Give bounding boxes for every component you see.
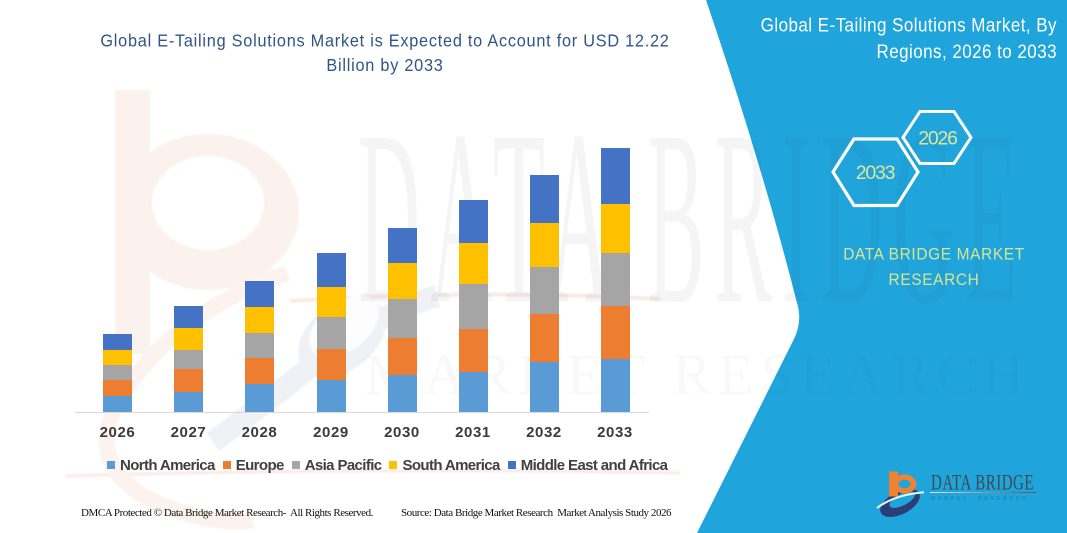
svg-text:2033: 2033 xyxy=(856,162,895,184)
svg-text:2026: 2026 xyxy=(918,128,957,150)
